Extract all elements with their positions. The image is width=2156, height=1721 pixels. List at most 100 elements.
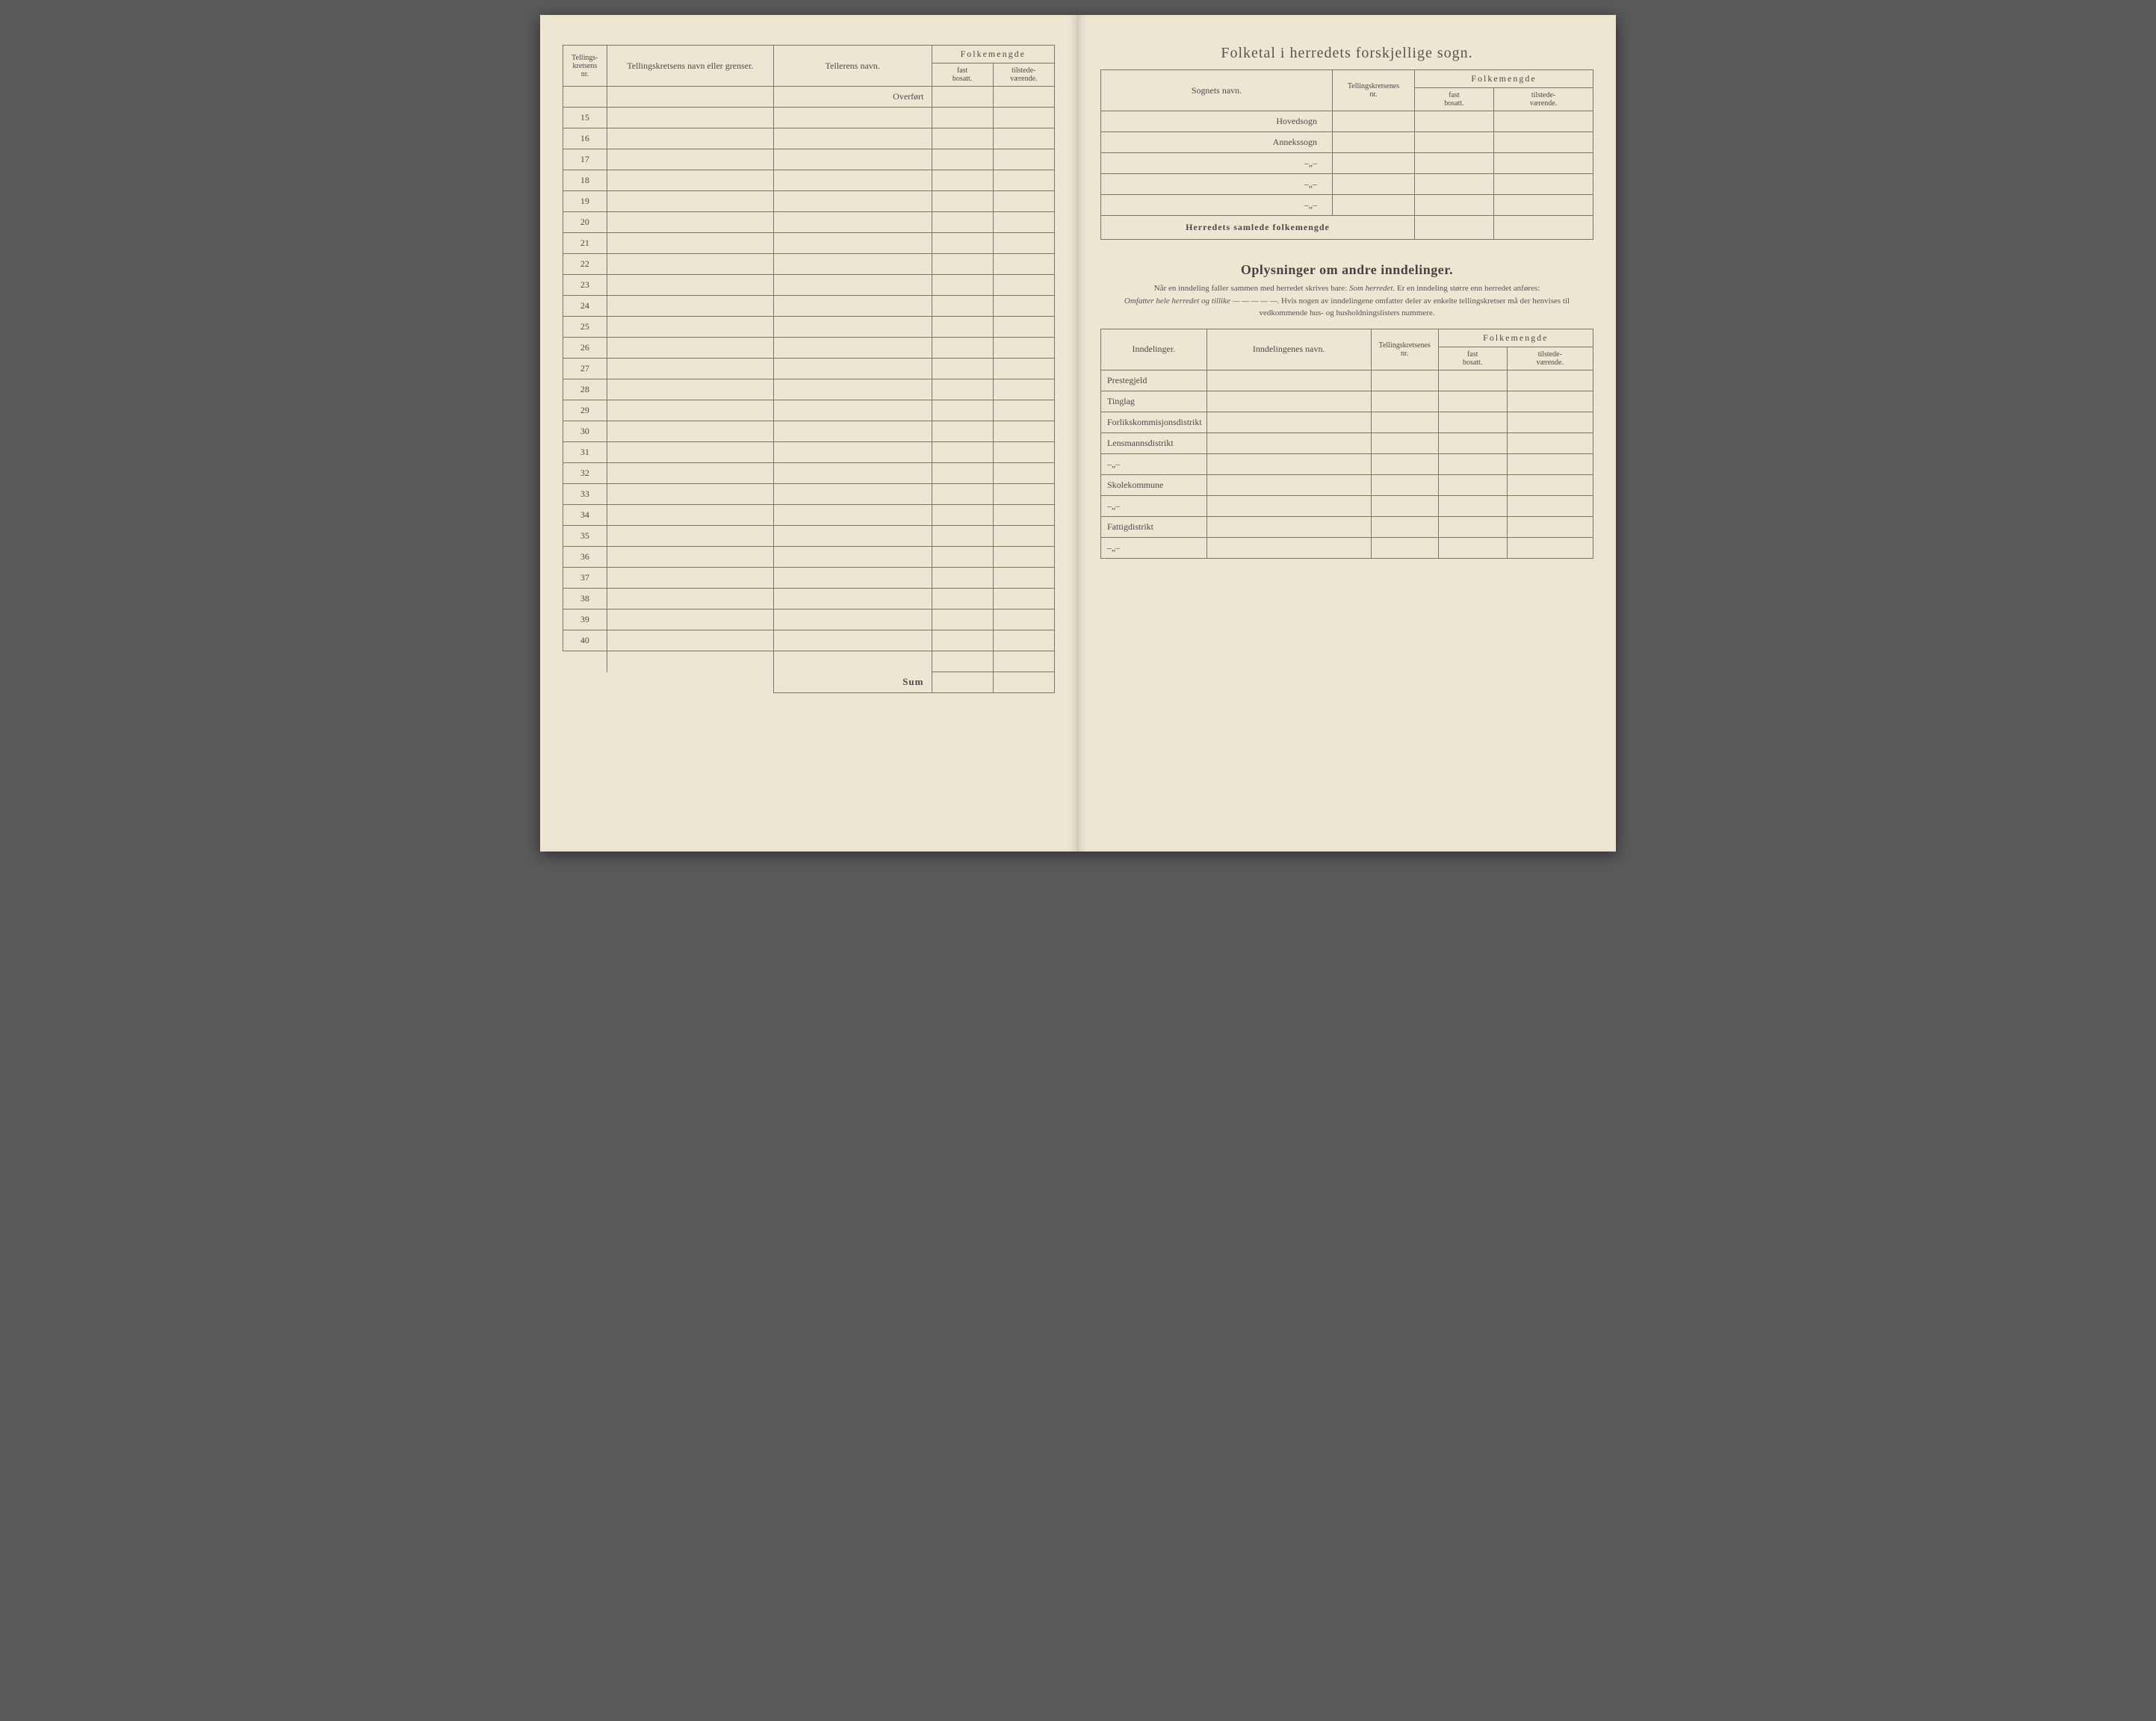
- overfort-row: Overført: [563, 87, 1055, 108]
- inndel-row-label: Tinglag: [1101, 391, 1207, 412]
- inndel-th-tilstede: tilstede-værende.: [1507, 347, 1593, 370]
- left-page: Tellings- kretsens nr. Tellingskretsens …: [540, 15, 1078, 852]
- table-row: 38: [563, 589, 1055, 610]
- sogn-th-tilstede: tilstede-værende.: [1494, 88, 1593, 111]
- table-row: 34: [563, 505, 1055, 526]
- row-number: 15: [563, 108, 607, 128]
- blank-row: [563, 651, 1055, 672]
- inndel-row-label: Prestegjeld: [1101, 370, 1207, 391]
- sogn-th-navn: Sognets navn.: [1101, 70, 1333, 111]
- sogn-section-title: Folketal i herredets forskjellige sogn.: [1100, 45, 1593, 62]
- table-row: Forlikskommisjonsdistrikt: [1101, 412, 1593, 432]
- sogn-row-label: –„–: [1101, 195, 1333, 216]
- inndel-th-navn: Inndelingenes navn.: [1206, 329, 1371, 370]
- row-number: 26: [563, 338, 607, 359]
- table-row: 33: [563, 484, 1055, 505]
- inndel-table: Inndelinger. Inndelingenes navn. Telling…: [1100, 329, 1593, 559]
- row-number: 24: [563, 296, 607, 317]
- table-row: 26: [563, 338, 1055, 359]
- table-row: 30: [563, 421, 1055, 442]
- row-number: 39: [563, 610, 607, 630]
- left-th-tilstede: tilstede-værende.: [993, 63, 1054, 87]
- table-row: 27: [563, 359, 1055, 379]
- table-row: 39: [563, 610, 1055, 630]
- table-row: –„–: [1101, 495, 1593, 516]
- table-row: 22: [563, 254, 1055, 275]
- overfort-label: Overført: [774, 87, 932, 108]
- table-row: 35: [563, 526, 1055, 547]
- table-row: 29: [563, 400, 1055, 421]
- inndel-th-kretsnr: Tellingskretsenesnr.: [1371, 329, 1438, 370]
- row-number: 32: [563, 463, 607, 484]
- table-row: Hovedsogn: [1101, 111, 1593, 132]
- row-number: 37: [563, 568, 607, 589]
- sogn-th-kretsnr: Tellingskretsenesnr.: [1333, 70, 1415, 111]
- row-number: 33: [563, 484, 607, 505]
- table-row: 20: [563, 212, 1055, 233]
- table-row: Annekssogn: [1101, 132, 1593, 153]
- inndel-row-label: –„–: [1101, 453, 1207, 474]
- table-row: 18: [563, 170, 1055, 191]
- table-row: 15: [563, 108, 1055, 128]
- left-table: Tellings- kretsens nr. Tellingskretsens …: [563, 45, 1055, 693]
- table-row: 24: [563, 296, 1055, 317]
- table-row: 23: [563, 275, 1055, 296]
- left-th-kretsnr: Tellings- kretsens nr.: [563, 46, 607, 87]
- inndel-th-inndelinger: Inndelinger.: [1101, 329, 1207, 370]
- sogn-row-label: –„–: [1101, 174, 1333, 195]
- table-row: Prestegjeld: [1101, 370, 1593, 391]
- table-row: –„–: [1101, 195, 1593, 216]
- inndel-th-folkemengde: Folkemengde: [1438, 329, 1593, 347]
- row-number: 30: [563, 421, 607, 442]
- table-row: –„–: [1101, 153, 1593, 174]
- row-number: 25: [563, 317, 607, 338]
- row-number: 20: [563, 212, 607, 233]
- left-th-kretsnavn: Tellingskretsens navn eller grenser.: [607, 46, 773, 87]
- table-row: –„–: [1101, 537, 1593, 558]
- row-number: 28: [563, 379, 607, 400]
- table-row: 17: [563, 149, 1055, 170]
- sogn-row-label: Hovedsogn: [1101, 111, 1333, 132]
- left-th-folkemengde: Folkemengde: [932, 46, 1055, 63]
- table-row: 32: [563, 463, 1055, 484]
- row-number: 29: [563, 400, 607, 421]
- table-row: 25: [563, 317, 1055, 338]
- sogn-summary-label: Herredets samlede folkemengde: [1101, 216, 1415, 240]
- sogn-row-label: Annekssogn: [1101, 132, 1333, 153]
- table-row: 31: [563, 442, 1055, 463]
- inndel-row-label: Lensmannsdistrikt: [1101, 432, 1207, 453]
- row-number: 31: [563, 442, 607, 463]
- book-spread: Tellings- kretsens nr. Tellingskretsens …: [540, 15, 1616, 852]
- table-row: Lensmannsdistrikt: [1101, 432, 1593, 453]
- row-number: 40: [563, 630, 607, 651]
- sogn-summary-row: Herredets samlede folkemengde: [1101, 216, 1593, 240]
- table-row: Fattigdistrikt: [1101, 516, 1593, 537]
- table-row: 40: [563, 630, 1055, 651]
- sum-row: Sum: [563, 672, 1055, 693]
- row-number: 35: [563, 526, 607, 547]
- row-number: 22: [563, 254, 607, 275]
- table-row: 21: [563, 233, 1055, 254]
- inndel-row-label: –„–: [1101, 495, 1207, 516]
- table-row: –„–: [1101, 453, 1593, 474]
- row-number: 18: [563, 170, 607, 191]
- inndel-note: Når en inndeling faller sammen med herre…: [1100, 282, 1593, 320]
- left-tbody: Overført 1516171819202122232425262728293…: [563, 87, 1055, 651]
- row-number: 16: [563, 128, 607, 149]
- inndel-tbody: PrestegjeldTinglagForlikskommisjonsdistr…: [1101, 370, 1593, 558]
- inndel-row-label: Forlikskommisjonsdistrikt: [1101, 412, 1207, 432]
- sogn-row-label: –„–: [1101, 153, 1333, 174]
- sum-label: Sum: [774, 672, 932, 693]
- row-number: 23: [563, 275, 607, 296]
- sogn-th-folkemengde: Folkemengde: [1415, 70, 1593, 88]
- table-row: 36: [563, 547, 1055, 568]
- table-row: Skolekommune: [1101, 474, 1593, 495]
- row-number: 38: [563, 589, 607, 610]
- inndel-row-label: –„–: [1101, 537, 1207, 558]
- sogn-th-fast: fastbosatt.: [1415, 88, 1494, 111]
- left-th-fast: fastbosatt.: [932, 63, 993, 87]
- inndel-th-fast: fastbosatt.: [1438, 347, 1507, 370]
- inndel-row-label: Skolekommune: [1101, 474, 1207, 495]
- table-row: 16: [563, 128, 1055, 149]
- row-number: 21: [563, 233, 607, 254]
